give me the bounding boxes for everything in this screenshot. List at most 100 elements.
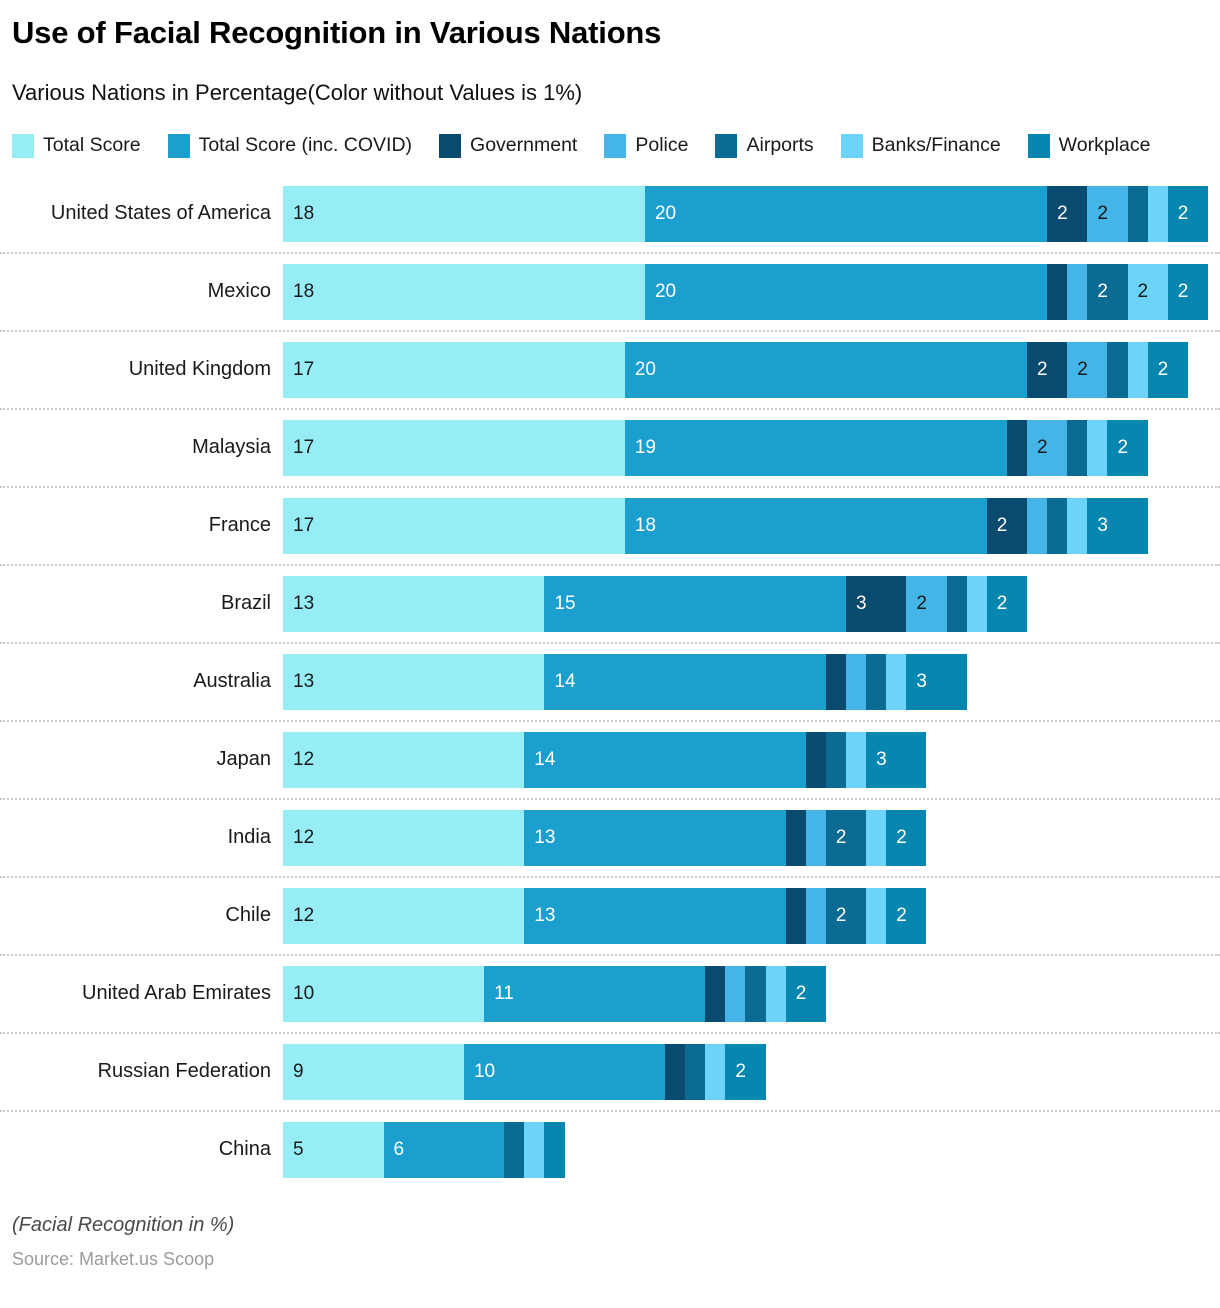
legend-item: Total Score [12,133,141,158]
country-label: Japan [216,748,272,771]
bar-segment [1087,419,1108,476]
bar-segment: 3 [846,575,907,632]
bar-segment [705,965,726,1022]
bar-segment: 18 [624,497,987,554]
bar-segment [725,965,746,1022]
segment-value-label: 2 [1057,202,1068,224]
segment-value-label: 2 [1097,280,1108,302]
segment-value-label: 3 [876,748,887,770]
bar-segment: 6 [383,1121,505,1178]
bar-segment: 18 [283,263,645,320]
bar-track: 13 14 3 [283,653,1208,710]
country-row: United Arab Emirates 10 11 2 [0,953,1220,1032]
bar-segment [1067,497,1088,554]
segment-value-label: 19 [634,436,656,458]
country-label: United States of America [50,202,271,225]
segment-value-label: 13 [293,670,315,692]
bar-segment [866,653,887,710]
segment-value-label: 3 [916,670,927,692]
bar-segment: 2 [1087,185,1128,242]
segment-value-label: 2 [1157,358,1169,380]
legend-swatch-icon [1027,133,1050,158]
legend-label: Airports [746,134,814,157]
segment-value-label: 2 [1117,436,1129,458]
bar-track: 18 20 2 2 2 [283,185,1208,242]
bar-segment [805,887,826,944]
legend-item: Government [439,133,578,158]
country-row: Mexico 18 20 2 2 2 [0,251,1220,330]
segment-value-label: 10 [293,982,315,1004]
bar-segment [1127,341,1148,398]
bar-segment [866,887,887,944]
segment-value-label: 15 [554,592,576,614]
segment-value-label: 18 [293,280,315,302]
country-label: Malaysia [192,436,271,459]
country-label: Mexico [207,280,271,303]
bar-segment [785,809,806,866]
legend-swatch-icon [604,133,627,158]
bar-segment [846,653,867,710]
chart-title: Use of Facial Recognition in Various Nat… [12,15,662,50]
bar-segment [745,965,766,1022]
bar-segment: 3 [1087,497,1148,554]
bar-segment: 2 [785,965,826,1022]
country-label: Chile [225,904,271,927]
bar-segment: 2 [906,575,947,632]
bar-segment: 2 [886,809,927,866]
segment-value-label: 2 [835,904,847,926]
bar-segment: 12 [283,731,525,788]
legend-label: Total Score (inc. COVID) [198,134,413,157]
footnote: (Facial Recognition in %) [12,1213,235,1236]
bar-track: 17 18 2 3 [283,497,1208,554]
country-row: United States of America 18 20 2 2 2 [0,176,1220,252]
bar-segment [1006,419,1027,476]
country-row: Brazil 13 15 3 2 2 [0,563,1220,642]
bar-track: 12 13 2 2 [283,887,1208,944]
bar-segment [1147,185,1168,242]
bar-segment: 2 [886,887,927,944]
country-label: Australia [193,670,271,693]
segment-value-label: 2 [835,826,847,848]
country-label: Brazil [220,592,271,615]
bar-segment: 2 [1087,263,1128,320]
segment-value-label: 2 [996,514,1008,536]
bar-segment: 2 [986,575,1028,632]
bar-track: 17 20 2 2 2 [283,341,1208,398]
bar-segment: 17 [283,341,625,398]
bar-rows: United States of America 18 20 2 2 2 Mexico … [0,176,1220,1188]
bar-segment: 12 [283,887,525,944]
segment-value-label: 20 [654,280,677,302]
segment-value-label: 2 [1037,436,1048,458]
segment-value-label: 2 [1177,280,1189,302]
country-label: United Kingdom [128,358,271,381]
bar-segment: 20 [644,263,1048,320]
country-label: France [208,514,271,537]
bar-segment: 20 [644,185,1048,242]
segment-value-label: 2 [896,826,907,848]
bar-segment: 3 [866,731,927,788]
segment-value-label: 13 [534,826,556,848]
bar-segment: 2 [1027,419,1068,476]
bar-segment [866,809,887,866]
segment-value-label: 2 [896,904,907,926]
segment-value-label: 6 [393,1138,405,1160]
bar-segment [785,887,806,944]
bar-segment: 13 [524,887,786,944]
bar-segment: 10 [283,965,485,1022]
country-row: India 12 13 2 2 [0,797,1220,876]
legend-label: Government [470,134,578,157]
legend-item: Total Score (inc. COVID) [167,133,413,158]
bar-segment [544,1121,565,1178]
bar-segment [966,575,987,632]
segment-value-label: 9 [293,1060,304,1082]
bar-segment: 2 [825,887,867,944]
legend-swatch-icon [715,133,738,158]
bar-segment [886,653,907,710]
bar-track: 17 19 2 2 [283,419,1208,476]
segment-value-label: 2 [996,592,1008,614]
bar-segment: 2 [1167,263,1208,320]
bar-segment: 13 [283,575,545,632]
